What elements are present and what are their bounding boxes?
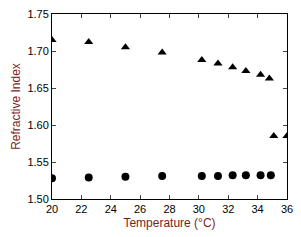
- svg-text:1.60: 1.60: [27, 119, 48, 131]
- svg-text:1.50: 1.50: [27, 193, 48, 205]
- svg-text:30: 30: [193, 203, 205, 215]
- svg-text:24: 24: [105, 203, 117, 215]
- svg-text:1.75: 1.75: [27, 8, 48, 20]
- svg-text:34: 34: [252, 203, 264, 215]
- svg-text:Refractive Index: Refractive Index: [9, 63, 23, 150]
- svg-text:26: 26: [134, 203, 146, 215]
- svg-text:32: 32: [222, 203, 234, 215]
- svg-text:36: 36: [281, 203, 293, 215]
- svg-text:1.70: 1.70: [27, 45, 48, 57]
- svg-text:1.65: 1.65: [27, 82, 48, 94]
- svg-text:1.55: 1.55: [27, 156, 48, 168]
- svg-text:Temperature (°C): Temperature (°C): [123, 216, 215, 230]
- svg-text:20: 20: [46, 203, 58, 215]
- svg-text:28: 28: [163, 203, 175, 215]
- svg-text:22: 22: [75, 203, 87, 215]
